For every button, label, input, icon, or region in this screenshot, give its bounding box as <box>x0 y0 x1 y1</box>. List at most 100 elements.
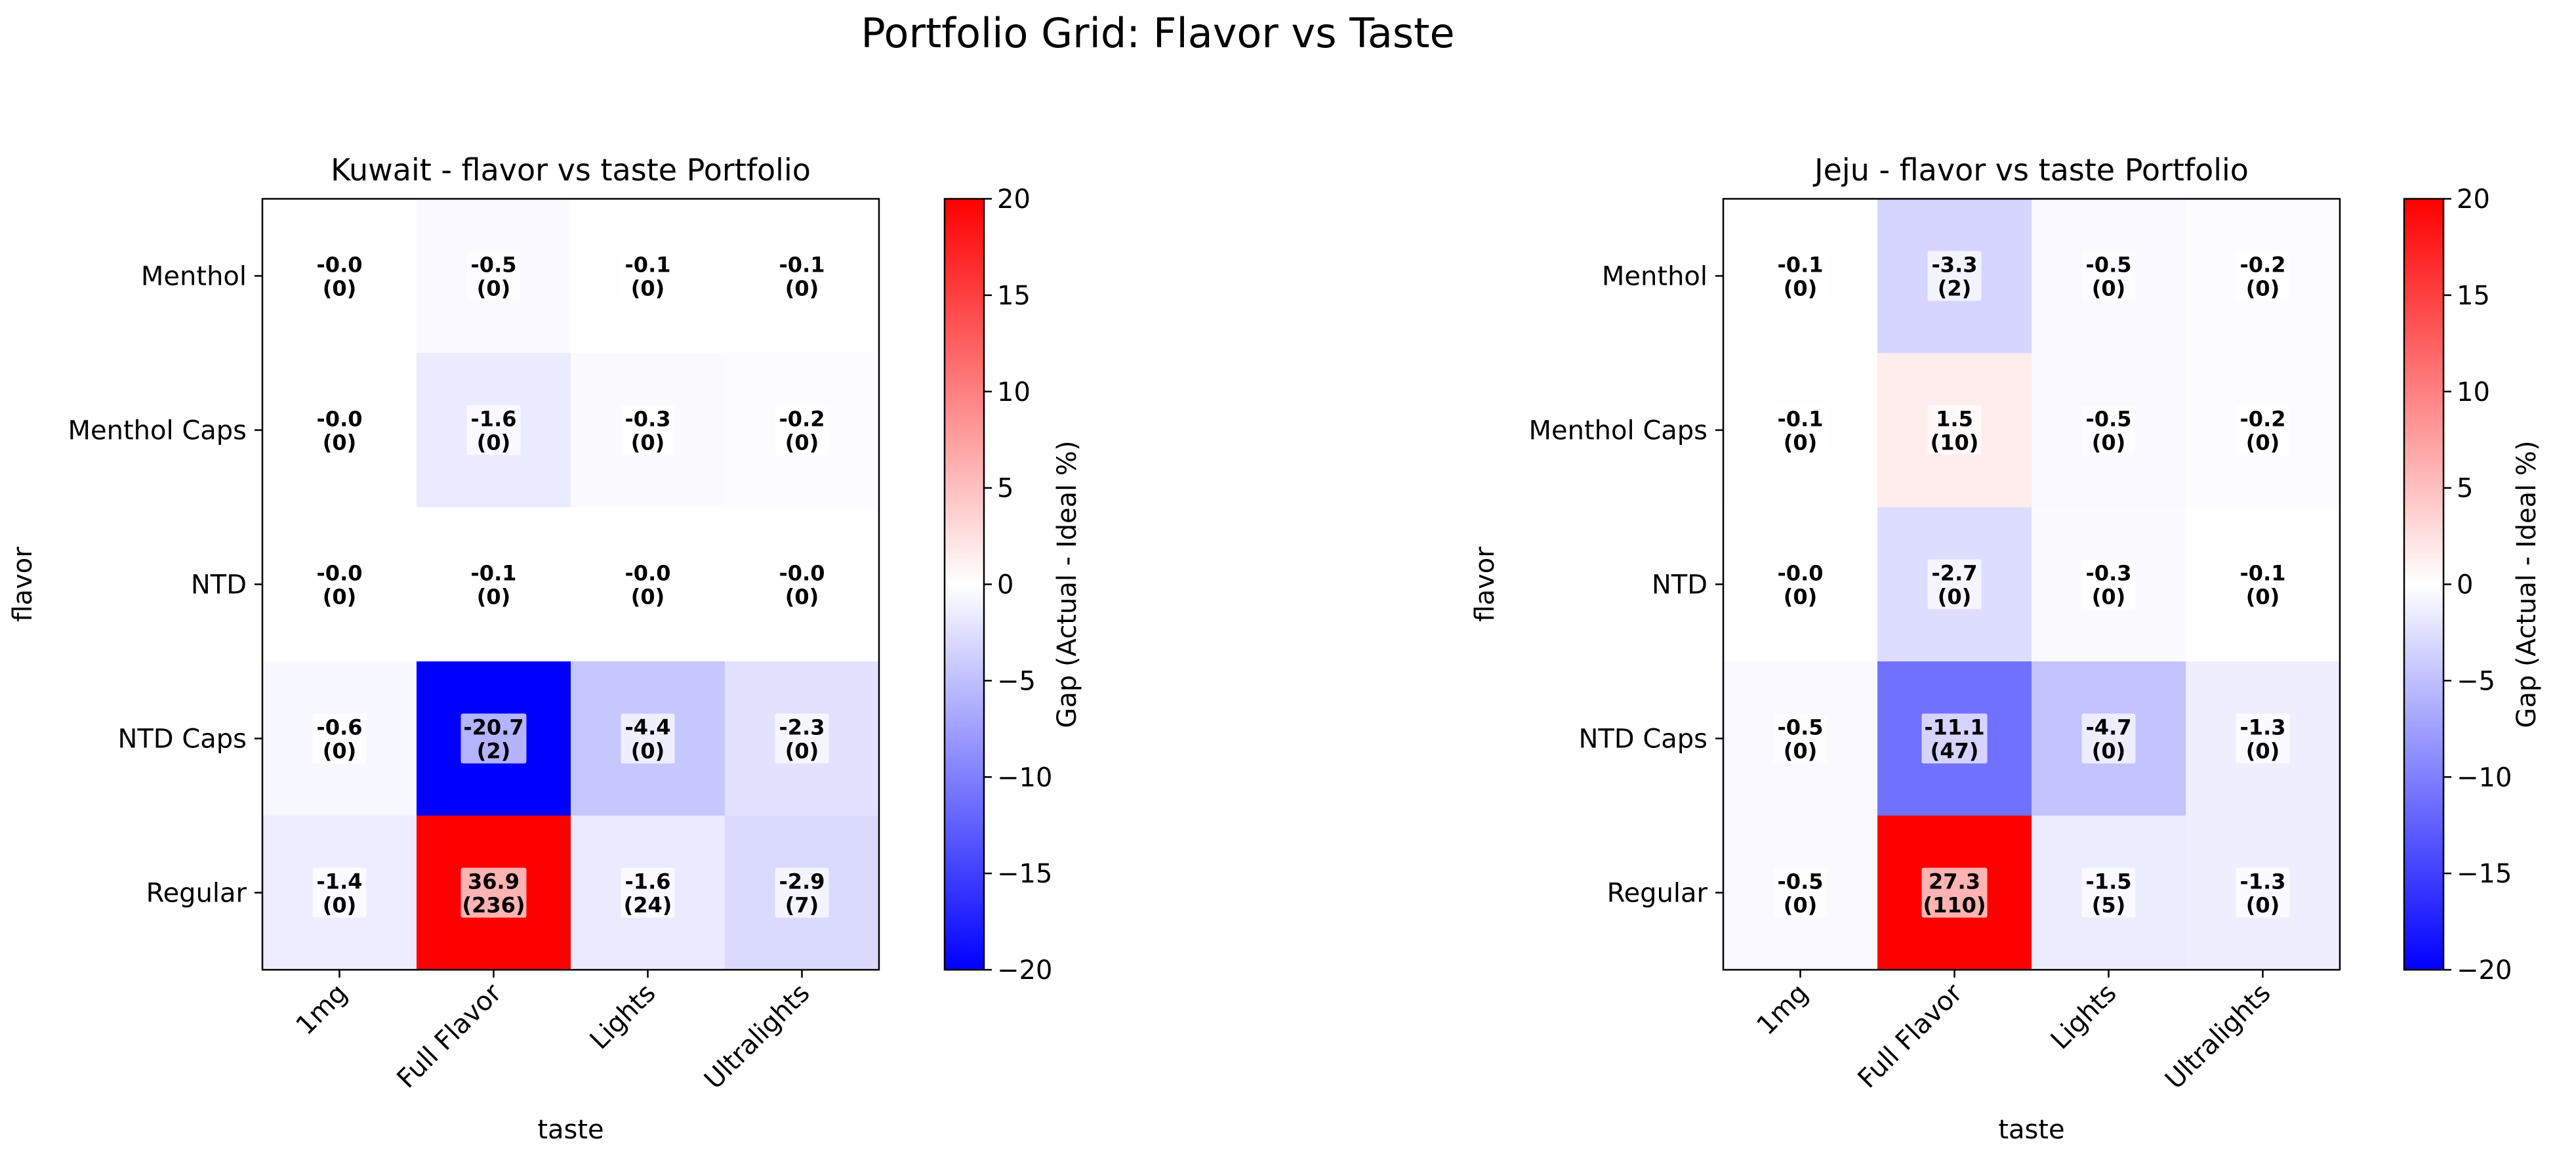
cell-count-label: (0) <box>2092 739 2126 764</box>
x-tick-label: 1mg <box>291 978 354 1041</box>
cell-gap-label: -0.1 <box>471 561 517 586</box>
cell-count-label: (0) <box>631 430 665 455</box>
cell-label-background <box>621 713 675 764</box>
colorbar-tick-label: 15 <box>997 281 1031 311</box>
jeju-chart-title: Jeju - flavor vs taste Portfolio <box>1812 152 2249 188</box>
cell-gap-label: -1.3 <box>2240 869 2286 894</box>
cell-gap-label: -3.3 <box>1932 253 1978 278</box>
colorbar-tick-label: 0 <box>2457 570 2473 600</box>
jeju-heatmap-panel: Jeju - flavor vs taste Portfolio-0.1(0)-… <box>1470 152 2542 1145</box>
cell-label-background <box>621 405 675 455</box>
cell-gap-label: 36.9 <box>468 869 520 894</box>
cell-label-background <box>775 251 829 301</box>
cell-gap-label: -0.1 <box>2240 561 2286 586</box>
cell-count-label: (0) <box>785 430 819 455</box>
cell-label-background <box>1927 405 1982 455</box>
cell-count-label: (0) <box>2246 585 2280 610</box>
cell-gap-label: -0.0 <box>625 561 671 586</box>
colorbar-tick-label: −5 <box>2457 666 2495 696</box>
cell-count-label: (0) <box>631 585 665 610</box>
cell-gap-label: -4.7 <box>2086 715 2132 740</box>
kuwait-chart-title: Kuwait - flavor vs taste Portfolio <box>331 152 811 188</box>
x-tick-label: Lights <box>584 978 662 1056</box>
cell-count-label: (24) <box>624 893 672 918</box>
cell-label-background <box>2236 405 2290 455</box>
colorbar-tick-label: −15 <box>997 859 1052 889</box>
cell-gap-label: -0.0 <box>317 253 363 278</box>
colorbar-tick-label: 10 <box>997 377 1031 407</box>
cell-gap-label: -0.1 <box>1778 407 1824 432</box>
cell-count-label: (0) <box>323 430 357 455</box>
cell-gap-label: -1.6 <box>625 869 671 894</box>
cell-gap-label: -0.5 <box>471 253 517 278</box>
cell-label-background <box>2081 559 2136 610</box>
cell-count-label: (0) <box>785 276 819 301</box>
x-axis-label: taste <box>537 1115 603 1145</box>
cell-label-background <box>312 559 367 610</box>
cell-count-label: (0) <box>2092 585 2126 610</box>
cell-label-background <box>2081 867 2136 918</box>
cell-count-label: (0) <box>631 739 665 764</box>
cell-gap-label: -0.1 <box>625 253 671 278</box>
cell-gap-label: -0.5 <box>1778 869 1824 894</box>
cell-gap-label: -4.4 <box>625 715 671 740</box>
cell-gap-label: -20.7 <box>463 715 523 740</box>
cell-gap-label: -1.3 <box>2240 715 2286 740</box>
cell-label-background <box>312 251 367 301</box>
x-tick-label: Ultralights <box>2159 978 2277 1096</box>
colorbar-tick-label: 5 <box>2457 474 2473 504</box>
colorbar-tick-label: 20 <box>997 184 1031 215</box>
y-tick-label: Regular <box>1607 879 1708 909</box>
cell-count-label: (5) <box>2092 893 2126 918</box>
cell-gap-label: 27.3 <box>1929 869 1980 894</box>
cell-count-label: (0) <box>323 585 357 610</box>
cell-label-background <box>1921 867 1988 918</box>
cell-gap-label: 1.5 <box>1936 407 1973 432</box>
colorbar-tick-label: −5 <box>997 666 1036 696</box>
cell-label-background <box>1927 251 1982 301</box>
cell-gap-label: -0.2 <box>2240 253 2286 278</box>
y-tick-label: NTD Caps <box>1578 724 1707 755</box>
x-tick-label: Full Flavor <box>1852 978 1969 1094</box>
cell-label-background <box>2236 251 2290 301</box>
cell-gap-label: -0.0 <box>779 561 825 586</box>
colorbar <box>943 197 985 971</box>
colorbar-tick-label: −20 <box>997 955 1052 986</box>
cell-count-label: (0) <box>1938 585 1972 610</box>
cell-label-background <box>2236 559 2290 610</box>
cell-gap-label: -11.1 <box>1924 715 1984 740</box>
cell-label-background <box>2081 251 2136 301</box>
y-tick-label: NTD <box>1652 570 1707 600</box>
cell-gap-label: -2.9 <box>779 869 825 894</box>
y-tick-label: NTD Caps <box>117 724 247 755</box>
cell-gap-label: -0.2 <box>2240 407 2286 432</box>
cell-gap-label: -0.5 <box>1778 715 1824 740</box>
y-axis-label: flavor <box>8 547 38 622</box>
cell-label-background <box>312 867 367 918</box>
cell-gap-label: -0.0 <box>317 561 363 586</box>
colorbar-tick-label: −20 <box>2457 955 2512 986</box>
cell-gap-label: -0.2 <box>779 407 825 432</box>
colorbar-label: Gap (Actual - Ideal %) <box>1052 440 1082 728</box>
cell-label-background <box>1921 713 1988 764</box>
cell-count-label: (0) <box>323 893 357 918</box>
y-tick-label: NTD <box>191 570 247 600</box>
cell-count-label: (0) <box>785 739 819 764</box>
cell-count-label: (47) <box>1931 739 1979 764</box>
x-tick-label: Lights <box>2045 978 2123 1056</box>
y-tick-label: Menthol Caps <box>1529 416 1707 446</box>
colorbar-tick-label: 20 <box>2457 184 2490 215</box>
colorbar-label: Gap (Actual - Ideal %) <box>2512 440 2542 728</box>
cell-count-label: (0) <box>477 585 511 610</box>
cell-label-background <box>621 251 675 301</box>
cell-count-label: (0) <box>2246 430 2280 455</box>
cell-label-background <box>621 867 675 918</box>
cell-label-background <box>312 405 367 455</box>
cell-label-background <box>460 867 527 918</box>
colorbar-tick-label: −15 <box>2457 859 2512 889</box>
y-tick-label: Menthol Caps <box>68 416 247 446</box>
cell-gap-label: -0.5 <box>2086 407 2132 432</box>
cell-label-background <box>1927 559 1982 610</box>
cell-label-background <box>1773 405 1828 455</box>
